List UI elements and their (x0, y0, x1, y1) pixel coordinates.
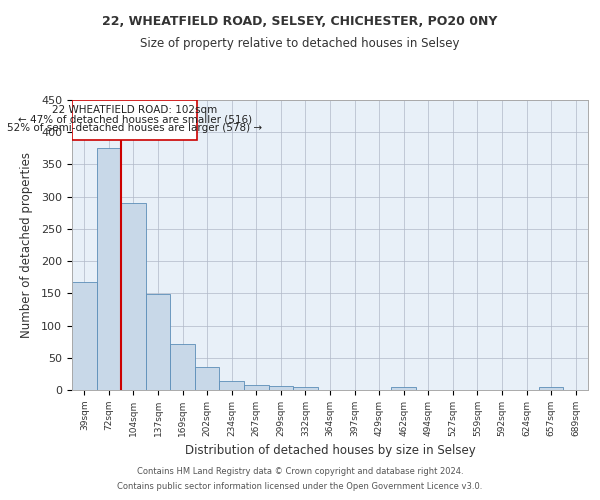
Text: 22 WHEATFIELD ROAD: 102sqm: 22 WHEATFIELD ROAD: 102sqm (52, 105, 217, 115)
Bar (269, 386, 293, 390)
Text: ← 47% of detached houses are smaller (516): ← 47% of detached houses are smaller (51… (17, 114, 252, 124)
Text: 52% of semi-detached houses are larger (578) →: 52% of semi-detached houses are larger (… (7, 123, 262, 133)
Bar (195, 368, 220, 390)
Bar (539, 388, 563, 390)
Bar (97, 148, 121, 390)
Bar (244, 385, 269, 390)
Bar (170, 344, 195, 390)
Text: 22, WHEATFIELD ROAD, SELSEY, CHICHESTER, PO20 0NY: 22, WHEATFIELD ROAD, SELSEY, CHICHESTER,… (103, 15, 497, 28)
Bar (121, 203, 146, 390)
Bar (146, 294, 170, 390)
X-axis label: Distribution of detached houses by size in Selsey: Distribution of detached houses by size … (185, 444, 475, 458)
Text: Contains public sector information licensed under the Open Government Licence v3: Contains public sector information licen… (118, 482, 482, 491)
Text: Size of property relative to detached houses in Selsey: Size of property relative to detached ho… (140, 38, 460, 51)
Bar (293, 388, 318, 390)
Bar (220, 381, 244, 390)
Bar (72, 282, 97, 390)
Text: Contains HM Land Registry data © Crown copyright and database right 2024.: Contains HM Land Registry data © Crown c… (137, 467, 463, 476)
FancyBboxPatch shape (72, 100, 197, 140)
Bar (391, 388, 416, 390)
Y-axis label: Number of detached properties: Number of detached properties (20, 152, 33, 338)
